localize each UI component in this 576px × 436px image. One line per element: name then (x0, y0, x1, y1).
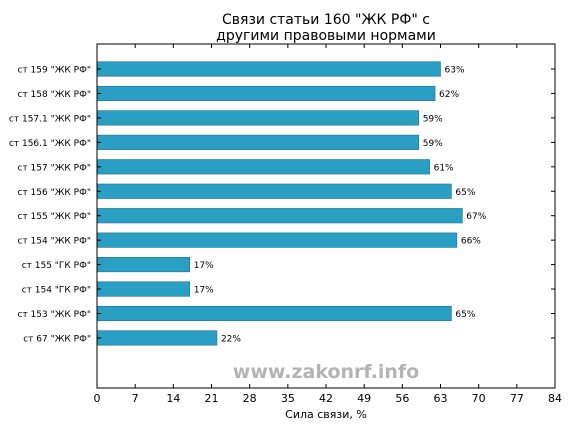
bar (96, 61, 441, 77)
bar-value-label: 17% (194, 286, 214, 296)
x-tick-label: 56 (395, 392, 409, 405)
bar (96, 330, 218, 346)
bar (96, 208, 463, 224)
bars-group: 63% 62% 59% 59% 61% 65% 67% 66% 17% 17% 65% 22% (96, 61, 487, 346)
category-label: ст 159 "ЖК РФ" (18, 66, 92, 76)
x-tick-label: 35 (281, 392, 295, 405)
category-label: ст 156.1 "ЖК РФ" (9, 139, 91, 149)
bar-value-label: 22% (221, 334, 241, 344)
category-label: ст 67 "ЖК РФ" (23, 334, 91, 344)
bar (96, 85, 436, 101)
category-label: ст 154 "ГК РФ" (22, 286, 91, 296)
bar-value-label: 66% (461, 237, 481, 247)
bar (96, 257, 190, 273)
x-tick-label: 84 (548, 392, 562, 405)
x-tick-label: 14 (166, 392, 180, 405)
bar-value-label: 17% (194, 261, 214, 271)
x-tick-label: 7 (132, 392, 139, 405)
x-tick-label: 77 (510, 392, 524, 405)
x-axis-label: Сила связи, % (285, 408, 367, 421)
bar-value-label: 67% (466, 212, 486, 222)
axes-group: ст 159 "ЖК РФ" ст 158 "ЖК РФ" ст 157.1 "ЖК… (9, 44, 562, 405)
x-tick-label: 63 (434, 392, 448, 405)
chart-title-line-2: другими правовыми нормами (216, 28, 436, 44)
x-tick-label: 28 (243, 392, 257, 405)
bar (96, 134, 419, 150)
bar-value-label: 59% (423, 139, 443, 149)
bar-value-label: 65% (455, 310, 475, 320)
category-label: ст 154 "ЖК РФ" (18, 237, 92, 247)
bar (96, 305, 452, 322)
bar-value-label: 62% (439, 90, 459, 100)
x-tick-label: 42 (319, 392, 333, 405)
x-tick-label: 0 (94, 392, 101, 405)
bar (96, 281, 190, 297)
x-tick-label: 49 (357, 392, 371, 405)
category-label: ст 158 "ЖК РФ" (18, 90, 92, 100)
category-label: ст 157 "ЖК РФ" (18, 163, 92, 173)
category-label: ст 157.1 "ЖК РФ" (9, 114, 91, 124)
bar-value-label: 63% (445, 66, 465, 76)
bar (96, 159, 430, 175)
category-label: ст 153 "ЖК РФ" (18, 310, 92, 320)
category-label: ст 155 "ГК РФ" (22, 261, 91, 271)
bar-value-label: 65% (455, 188, 475, 198)
x-tick-label: 21 (205, 392, 219, 405)
bar-value-label: 61% (434, 163, 454, 173)
watermark: www.zakonrf.info (233, 361, 419, 383)
x-tick-label: 70 (472, 392, 486, 405)
bar (96, 183, 452, 199)
chart-title-line-1: Связи статьи 160 "ЖК РФ" с (222, 12, 430, 28)
bar (96, 110, 419, 126)
bar (96, 232, 458, 248)
category-label: ст 156 "ЖК РФ" (18, 188, 92, 198)
category-label: ст 155 "ЖК РФ" (18, 212, 92, 222)
bar-value-label: 59% (423, 114, 443, 124)
